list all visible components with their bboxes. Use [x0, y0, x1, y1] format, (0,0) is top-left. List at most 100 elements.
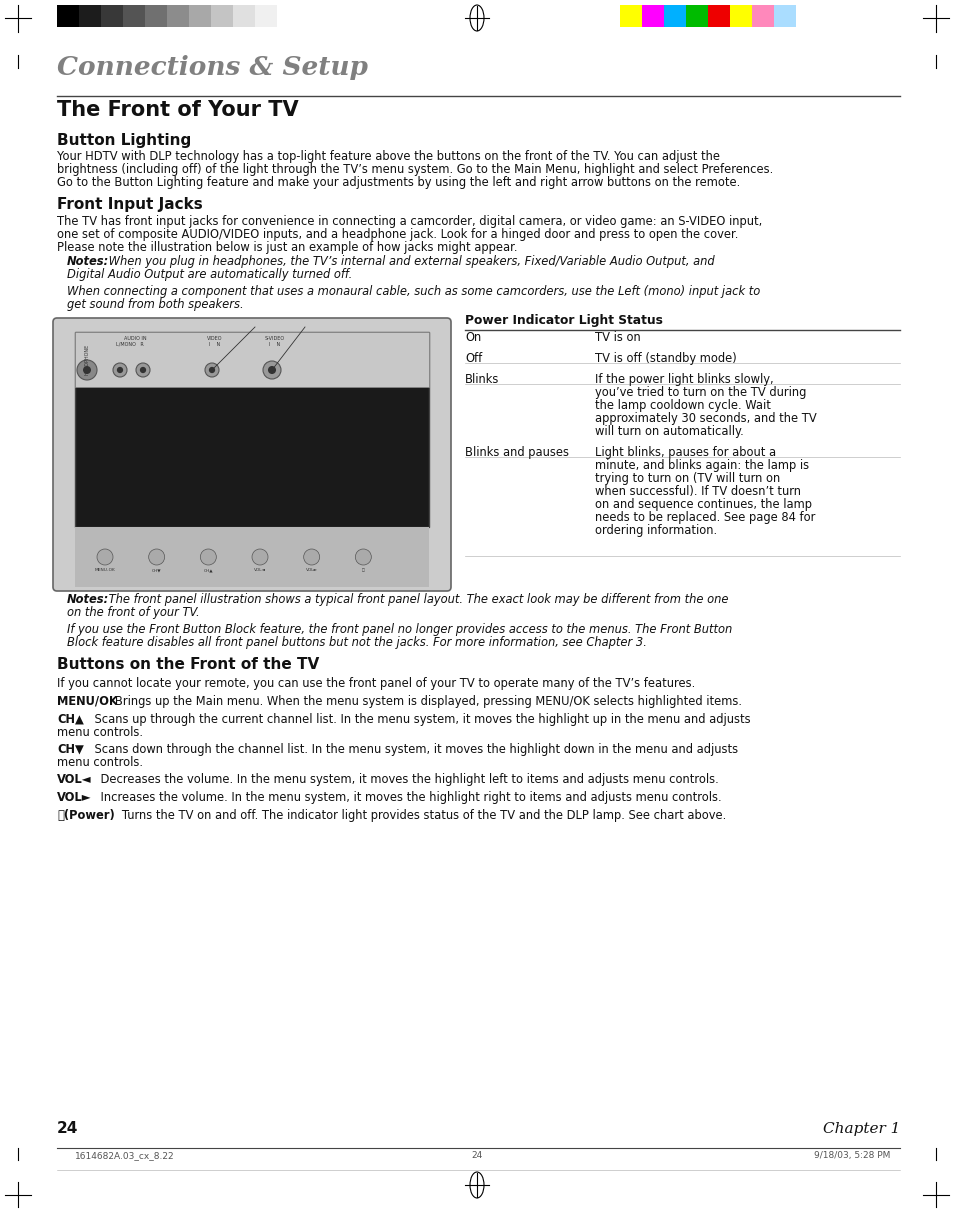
- Text: menu controls.: menu controls.: [57, 756, 143, 769]
- Bar: [707, 5, 729, 27]
- Text: AUDIO IN: AUDIO IN: [124, 336, 146, 341]
- Circle shape: [303, 549, 319, 565]
- Bar: [641, 5, 663, 27]
- Text: Power Indicator Light Status: Power Indicator Light Status: [464, 314, 662, 326]
- Text: 1614682A.03_cx_8.22: 1614682A.03_cx_8.22: [75, 1151, 174, 1159]
- Bar: [211, 5, 233, 27]
- Text: S-VIDEO: S-VIDEO: [265, 336, 285, 341]
- Text: Connections & Setup: Connections & Setup: [57, 54, 368, 80]
- Text: on the front of your TV.: on the front of your TV.: [67, 606, 199, 619]
- Circle shape: [77, 360, 97, 380]
- Bar: [795, 5, 817, 27]
- Circle shape: [252, 549, 268, 565]
- Circle shape: [97, 549, 112, 565]
- Text: Block feature disables all front panel buttons but not the jacks. For more infor: Block feature disables all front panel b…: [67, 636, 646, 649]
- Text: On: On: [464, 331, 480, 345]
- Text: on and sequence continues, the lamp: on and sequence continues, the lamp: [595, 498, 811, 511]
- Bar: [189, 5, 211, 27]
- Text: The front panel illustration shows a typical front panel layout. The exact look : The front panel illustration shows a typ…: [105, 592, 728, 606]
- Text: Blinks: Blinks: [464, 374, 498, 386]
- Text: 24: 24: [471, 1151, 482, 1159]
- Circle shape: [263, 361, 281, 378]
- Text: CH▼: CH▼: [152, 568, 161, 572]
- Text: brightness (including off) of the light through the TV’s menu system. Go to the : brightness (including off) of the light …: [57, 163, 773, 177]
- Circle shape: [83, 366, 91, 374]
- Text: CH▲: CH▲: [57, 713, 84, 725]
- Text: minute, and blinks again: the lamp is: minute, and blinks again: the lamp is: [595, 459, 808, 472]
- Text: Notes:: Notes:: [67, 255, 110, 268]
- Bar: [685, 5, 707, 27]
- Text: needs to be replaced. See page 84 for: needs to be replaced. See page 84 for: [595, 511, 815, 523]
- Text: VOL►: VOL►: [305, 568, 317, 572]
- Text: CH▲: CH▲: [203, 568, 213, 572]
- Bar: [276, 5, 298, 27]
- Text: Off: Off: [464, 352, 482, 365]
- Text: ⏻: ⏻: [361, 568, 364, 572]
- Text: TV is off (standby mode): TV is off (standby mode): [595, 352, 736, 365]
- Text: When connecting a component that uses a monaural cable, such as some camcorders,: When connecting a component that uses a …: [67, 285, 760, 297]
- Circle shape: [205, 363, 219, 377]
- Text: ordering information.: ordering information.: [595, 523, 717, 537]
- Text: TV is on: TV is on: [595, 331, 640, 345]
- Bar: [123, 5, 145, 27]
- Text: Chapter 1: Chapter 1: [821, 1122, 899, 1136]
- Bar: [75, 332, 429, 387]
- Text: I    N: I N: [269, 342, 280, 347]
- Text: Scans up through the current channel list. In the menu system, it moves the high: Scans up through the current channel lis…: [79, 713, 749, 725]
- Bar: [75, 527, 429, 588]
- Bar: [729, 5, 751, 27]
- Text: Increases the volume. In the menu system, it moves the highlight right to items : Increases the volume. In the menu system…: [86, 791, 720, 804]
- Bar: [79, 5, 101, 27]
- Bar: [619, 5, 641, 27]
- Bar: [57, 5, 79, 27]
- Text: VOL◄: VOL◄: [253, 568, 266, 572]
- Text: ⏻(Power): ⏻(Power): [57, 809, 114, 822]
- Circle shape: [136, 363, 150, 377]
- Circle shape: [149, 549, 165, 565]
- Text: when successful). If TV doesn’t turn: when successful). If TV doesn’t turn: [595, 485, 801, 498]
- Text: MENU/OK: MENU/OK: [57, 695, 117, 708]
- Text: I    N: I N: [209, 342, 220, 347]
- Bar: [751, 5, 773, 27]
- Text: L/MONO   R: L/MONO R: [116, 342, 144, 347]
- Text: If you use the Front Button Block feature, the front panel no longer provides ac: If you use the Front Button Block featur…: [67, 623, 732, 636]
- Text: MENU-OK: MENU-OK: [94, 568, 115, 572]
- Bar: [233, 5, 254, 27]
- Bar: [75, 332, 429, 527]
- Text: menu controls.: menu controls.: [57, 725, 143, 739]
- Text: Brings up the Main menu. When the menu system is displayed, pressing MENU/OK sel: Brings up the Main menu. When the menu s…: [104, 695, 741, 708]
- Text: trying to turn on (TV will turn on: trying to turn on (TV will turn on: [595, 472, 780, 485]
- Text: 24: 24: [57, 1121, 78, 1136]
- Text: Blinks and pauses: Blinks and pauses: [464, 446, 568, 459]
- Text: Decreases the volume. In the menu system, it moves the highlight left to items a: Decreases the volume. In the menu system…: [86, 773, 718, 786]
- Text: Front Input Jacks: Front Input Jacks: [57, 197, 203, 212]
- Text: 9/18/03, 5:28 PM: 9/18/03, 5:28 PM: [813, 1151, 889, 1159]
- Text: When you plug in headphones, the TV’s internal and external speakers, Fixed/Vari: When you plug in headphones, the TV’s in…: [105, 255, 714, 268]
- Text: Your HDTV with DLP technology has a top-light feature above the buttons on the f: Your HDTV with DLP technology has a top-…: [57, 150, 720, 163]
- Text: Scans down through the channel list. In the menu system, it moves the highlight : Scans down through the channel list. In …: [79, 744, 737, 756]
- Text: The Front of Your TV: The Front of Your TV: [57, 100, 298, 120]
- Text: will turn on automatically.: will turn on automatically.: [595, 426, 743, 438]
- Text: Light blinks, pauses for about a: Light blinks, pauses for about a: [595, 446, 776, 459]
- Text: the lamp cooldown cycle. Wait: the lamp cooldown cycle. Wait: [595, 399, 770, 412]
- Bar: [101, 5, 123, 27]
- Text: If you cannot locate your remote, you can use the front panel of your TV to oper: If you cannot locate your remote, you ca…: [57, 677, 695, 690]
- Bar: [663, 5, 685, 27]
- Circle shape: [200, 549, 216, 565]
- Text: Digital Audio Output are automatically turned off.: Digital Audio Output are automatically t…: [67, 268, 352, 280]
- Circle shape: [112, 363, 127, 377]
- Text: get sound from both speakers.: get sound from both speakers.: [67, 297, 243, 311]
- Bar: [167, 5, 189, 27]
- Text: HEADPHONE: HEADPHONE: [85, 343, 90, 375]
- Text: CH▼: CH▼: [57, 744, 84, 756]
- Text: VOL◄: VOL◄: [57, 773, 91, 786]
- Text: you’ve tried to turn on the TV during: you’ve tried to turn on the TV during: [595, 386, 805, 399]
- FancyBboxPatch shape: [53, 318, 451, 591]
- Bar: [145, 5, 167, 27]
- Circle shape: [116, 366, 123, 374]
- Circle shape: [268, 366, 275, 374]
- Text: Go to the Button Lighting feature and make your adjustments by using the left an: Go to the Button Lighting feature and ma…: [57, 177, 740, 189]
- Circle shape: [209, 366, 215, 374]
- Text: If the power light blinks slowly,: If the power light blinks slowly,: [595, 374, 773, 386]
- Text: VOL►: VOL►: [57, 791, 91, 804]
